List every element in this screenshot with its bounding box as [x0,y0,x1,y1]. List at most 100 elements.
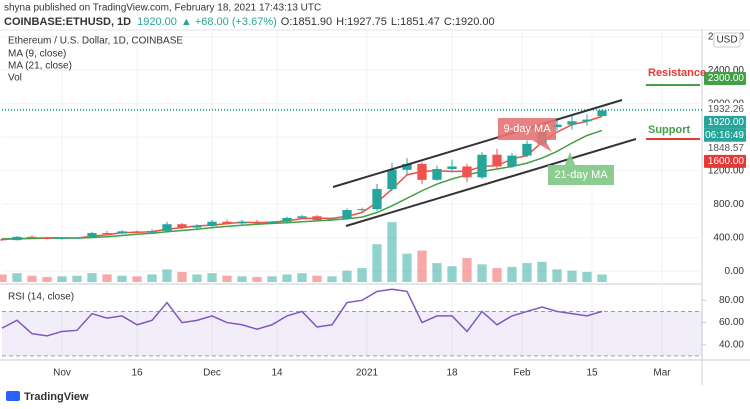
volume-bar [252,276,262,282]
support-label: Support [648,124,690,136]
volume-bar [402,253,412,282]
volume-bar [492,268,502,282]
volume-bar [222,275,232,282]
volume-bar [507,266,517,282]
candle-body [582,119,592,122]
candle-body [12,236,22,241]
price-label-box [704,141,746,155]
candle-body [357,209,367,211]
volume-bar [162,269,172,282]
open: O:1851.90 [281,16,332,28]
candle-body [417,163,427,180]
volume-bar [372,244,382,282]
x-tick-label: Mar [653,368,671,379]
y-tick-label: 2400.00 [708,65,745,76]
volume-bar [447,266,457,282]
volume-bar [327,276,337,282]
candle-body [162,224,172,231]
volume-bar [417,250,427,282]
volume-bar [42,276,52,282]
currency-box[interactable] [713,32,741,48]
volume-bar [567,270,577,282]
price-label: 2300.00 [708,73,745,84]
footer-brand[interactable]: TradingView [24,391,89,403]
volume-bar [192,274,202,282]
rsi-line [1,288,603,337]
rsi-tick-label: 60.00 [719,317,744,328]
candle-body [117,231,127,234]
currency[interactable]: USD [716,35,737,46]
volume-bar [207,273,217,282]
x-tick-label: 14 [271,368,283,379]
candle-body [87,233,97,238]
candle-body [72,237,82,239]
candle-body [567,121,577,125]
symbol: COINBASE:ETHUSD, 1D [4,16,131,28]
callout-text: 9-day MA [503,123,551,135]
volume-bar [597,274,607,282]
volume-bar [357,268,367,282]
logo-icon[interactable] [6,391,20,401]
candle-body [492,154,502,167]
candle-body [207,221,217,226]
moving-average [1,129,603,240]
x-tick-label: 16 [131,368,143,379]
x-tick-label: Dec [203,368,221,379]
volume-bar [537,261,547,282]
callout-text: 21-day MA [554,169,608,181]
rsi-band [2,311,702,356]
high: H:1927.75 [336,16,387,28]
volume-bar [57,276,67,282]
volume-bar [87,273,97,282]
y-tick-label: 800.00 [713,199,744,210]
countdown: 06:16:49 [705,130,744,141]
volume-bar [432,263,442,282]
ma9-callout: 9-day MA [498,118,556,152]
volume-bar [522,263,532,282]
rsi-title: RSI (14, close) [8,292,74,303]
price-label-box [704,115,746,129]
price-label-box [704,154,746,168]
candle-body [222,221,232,224]
volume-bar [0,274,7,282]
candle-body [282,217,292,222]
x-tick-label: Feb [513,368,531,379]
channel-lower [345,138,637,227]
volume-bar [102,274,112,282]
ma21-callout: 21-day MA [548,152,614,185]
callout-box [548,152,614,185]
volume-bar [177,271,187,282]
rsi-tick-label: 80.00 [719,295,744,306]
volume-bar [27,275,37,282]
price-label-box [704,72,746,86]
candle-body [552,124,562,128]
callout-box [498,118,556,152]
volume-bar [117,275,127,282]
candle-body [402,163,412,170]
candle-body [432,168,442,180]
candle-body [42,238,52,240]
candle-body [312,216,322,221]
candle-body [462,166,472,178]
candle-body [477,154,487,178]
x-tick-label: 15 [586,368,598,379]
legend-ma9: MA (9, close) [8,49,66,60]
candle-body [297,216,307,218]
price-label-box [704,102,746,116]
candle-body [132,231,142,233]
volume-bar [132,276,142,282]
candle-body [192,225,202,228]
rsi-tick-label: 40.00 [719,339,744,350]
tradingview-logo[interactable]: TradingView [6,391,89,403]
candle-body [597,110,607,117]
candle-body [177,224,187,228]
y-tick-label: 400.00 [713,232,744,243]
candle-body [327,218,337,221]
candle-body [522,143,532,156]
footer-bar [0,385,750,409]
y-tick-label: 0.00 [725,266,745,277]
candle-body [267,221,277,223]
candle-body [342,210,352,219]
candle-body [447,166,457,169]
